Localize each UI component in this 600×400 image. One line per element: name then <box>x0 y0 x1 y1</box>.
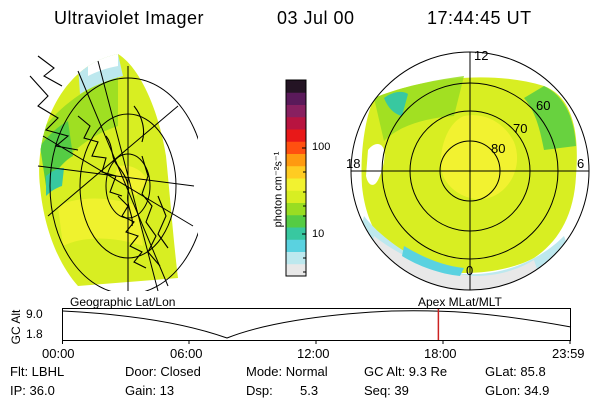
dsp-value: 5.3 <box>300 383 319 398</box>
intensity-colorbar <box>285 79 307 277</box>
colorbar-segment <box>286 263 306 277</box>
colorbar-tick-10: 10 <box>312 228 325 240</box>
altitude-orbit-plot <box>62 308 572 344</box>
colorbar-segment <box>286 153 306 167</box>
time-label: 17:44:45 UT <box>427 8 532 28</box>
colorbar-segment <box>286 80 306 93</box>
x-tick-0000: 00:00 <box>42 346 75 361</box>
altitude-tick-min: 1.8 <box>26 327 43 341</box>
colorbar-segment <box>286 92 306 105</box>
colorbar-segment <box>286 190 306 203</box>
colorbar-segment <box>286 165 306 179</box>
gain-info: Gain: 13 <box>125 383 175 398</box>
colorbar-segment <box>286 239 306 252</box>
mlat-label-70: 70 <box>513 121 528 136</box>
glon-info: GLon: 34.9 <box>485 383 550 398</box>
mlt-label-6: 6 <box>577 156 585 171</box>
colorbar-segment <box>286 227 306 240</box>
colorbar-segment <box>286 104 306 118</box>
colorbar-unit-label: photon cm⁻²s⁻¹ <box>272 151 285 228</box>
altitude-axis-label: GC Alt <box>9 309 23 345</box>
colorbar-segment <box>286 178 306 191</box>
mlt-label-0: 0 <box>466 263 474 278</box>
door-info: Door: Closed <box>125 364 201 379</box>
dsp-label: Dsp: <box>246 383 273 398</box>
instrument-title: Ultraviolet Imager <box>54 8 205 28</box>
date-label: 03 Jul 00 <box>277 8 355 28</box>
altitude-tick-max: 9.0 <box>26 307 43 321</box>
colorbar-segment <box>286 251 306 265</box>
seq-info: Seq: 39 <box>364 383 409 398</box>
colorbar-segment <box>286 202 306 216</box>
x-tick-1200: 12:00 <box>297 346 330 361</box>
glat-info: GLat: 85.8 <box>485 364 546 379</box>
colorbar-tick-100: 100 <box>312 141 331 153</box>
filter-info: Flt: LBHL <box>10 364 65 379</box>
x-tick-0600: 06:00 <box>170 346 203 361</box>
mlt-label-18: 18 <box>346 156 361 171</box>
mlt-label-12: 12 <box>474 48 489 63</box>
apex-title: Apex MLat/MLT <box>418 295 502 309</box>
mlat-label-60: 60 <box>536 98 551 113</box>
colorbar-segment <box>286 141 306 154</box>
mode-info: Mode: Normal <box>246 364 328 379</box>
magnetic-polar-plot <box>350 51 590 291</box>
geographic-aurora-image <box>29 54 198 291</box>
mlat-label-80: 80 <box>491 141 506 156</box>
colorbar-segment <box>286 116 306 130</box>
colorbar-segment <box>286 129 306 142</box>
colorbar-segment <box>286 214 306 228</box>
geographic-title: Geographic Lat/Lon <box>70 295 176 309</box>
x-tick-2359: 23:59 <box>552 346 585 361</box>
x-tick-1800: 18:00 <box>424 346 457 361</box>
gc-alt-info: GC Alt: 9.3 Re <box>364 364 448 379</box>
ip-info: IP: 36.0 <box>10 383 55 398</box>
